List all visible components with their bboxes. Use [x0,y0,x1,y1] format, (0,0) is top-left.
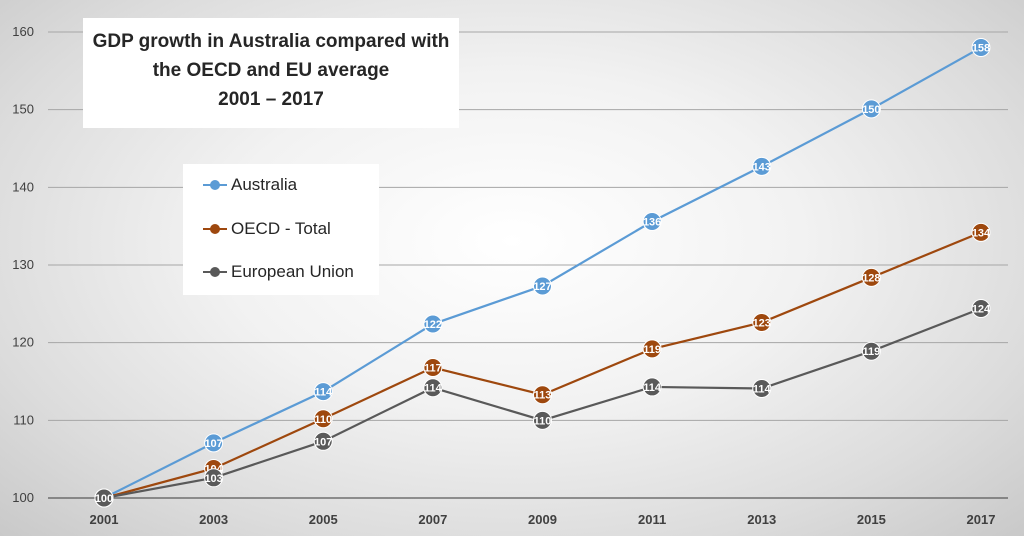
data-point [423,378,443,398]
data-label: 158 [972,43,990,55]
data-point [861,99,881,119]
data-point [204,468,224,488]
x-tick-label: 2011 [638,512,666,527]
y-tick-label: 120 [12,335,34,350]
y-tick-label: 160 [12,24,34,39]
y-tick-label: 130 [12,257,34,272]
legend-swatch-australia [203,174,227,196]
data-point [423,358,443,378]
chart-title-line-1: GDP growth in Australia compared with [92,31,450,52]
y-tick-label: 150 [12,102,34,117]
legend-label-eu: European Union [231,262,354,281]
x-tick-label: 2013 [747,512,776,527]
data-point [204,433,224,453]
x-tick-label: 2003 [199,512,228,527]
data-label: 124 [972,303,991,315]
data-label: 122 [424,319,442,331]
legend-item-eu: European Union [203,261,354,283]
x-tick-label: 2017 [967,512,996,527]
data-point [533,276,552,296]
data-point [971,298,991,318]
data-label: 100 [95,493,113,505]
data-label: 136 [643,217,661,229]
axes: 100 110 120 130 140 150 160 2001 2003 2005 2007 200… [12,24,1008,527]
data-point [642,377,662,397]
data-label: 114 [753,383,772,395]
data-point [313,382,333,402]
data-point [861,341,881,361]
data-label: 107 [314,436,332,448]
data-point [861,267,881,287]
chart-title-line-2: the OECD and EU average [152,60,390,81]
data-point [971,222,991,242]
data-point [752,312,772,332]
legend-swatch-eu [203,261,227,283]
legend-label-oecd: OECD - Total [231,219,331,238]
data-label: 143 [753,161,771,173]
data-point [752,156,772,176]
x-tick-label: 2007 [418,512,447,527]
legend: Australia OECD - Total European Union [183,164,379,295]
data-label: 119 [643,344,661,356]
data-label: 128 [862,272,880,284]
data-label: 103 [204,473,222,485]
data-label: 110 [314,414,332,426]
data-point [971,38,991,58]
legend-swatch-oecd [203,218,227,240]
legend-label-australia: Australia [231,175,298,194]
data-label: 113 [534,390,552,402]
data-point [313,431,333,451]
data-label: 117 [424,363,442,375]
data-label: 114 [643,382,662,394]
data-label: 119 [863,346,881,358]
data-label: 150 [862,104,880,116]
data-point [533,410,552,430]
data-point [313,409,333,429]
data-point [423,314,443,334]
chart-title-line-3: 2001 – 2017 [218,89,324,110]
data-label: 114 [424,383,443,395]
series: 1001071141221271361431501581001041101171… [94,38,991,508]
data-point [94,488,114,508]
x-tick-label: 2005 [309,512,338,527]
y-tick-label: 100 [12,490,34,505]
data-point [533,385,552,405]
data-label: 134 [972,227,991,239]
x-tick-label: 2015 [857,512,886,527]
data-label: 114 [314,387,333,399]
data-point [752,378,772,398]
data-point [642,212,662,232]
legend-item-australia: Australia [203,174,297,196]
data-point [642,339,662,359]
data-label: 110 [534,415,552,427]
x-tick-label: 2001 [90,512,119,527]
chart-title: GDP growth in Australia compared with th… [83,18,459,128]
data-label: 127 [533,281,551,293]
legend-item-oecd: OECD - Total [203,218,331,240]
data-label: 107 [204,438,222,450]
y-tick-label: 110 [13,412,34,427]
y-tick-label: 140 [12,179,34,194]
x-tick-label: 2009 [528,512,557,527]
data-label: 123 [753,317,771,329]
